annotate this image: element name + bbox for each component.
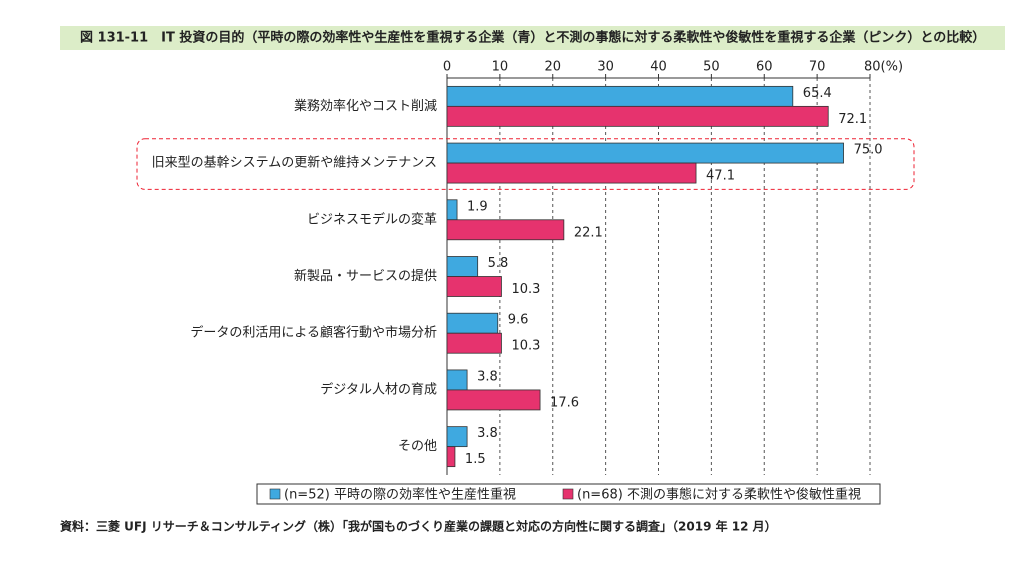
bar xyxy=(446,256,479,277)
value-label: 1.5 xyxy=(465,452,486,467)
x-tick-label: 80(%) xyxy=(864,60,903,75)
x-tick-label: 70 xyxy=(809,60,826,75)
legend-swatch xyxy=(269,488,281,500)
value-label: 10.3 xyxy=(511,282,540,297)
value-label: 5.8 xyxy=(488,256,509,271)
value-label: 17.6 xyxy=(550,395,579,410)
x-tick-label: 40 xyxy=(650,60,667,75)
y-tick-label: ビジネスモデルの変革 xyxy=(307,211,437,227)
bar xyxy=(446,219,565,241)
bar xyxy=(446,276,502,297)
bar xyxy=(446,85,794,107)
bar xyxy=(446,142,844,164)
y-tick-label: デジタル人材の育成 xyxy=(320,381,437,397)
value-label: 10.3 xyxy=(511,339,540,354)
legend-label: (n=52) 平時の際の効率性や生産性重視 xyxy=(284,487,516,503)
bar xyxy=(446,312,499,334)
bar xyxy=(446,332,502,354)
x-tick-label: 10 xyxy=(492,60,509,75)
y-tick-label: 業務効率化やコスト削減 xyxy=(294,98,437,114)
x-tick-label: 50 xyxy=(703,60,720,75)
bar xyxy=(446,199,458,221)
value-label: 9.6 xyxy=(508,313,529,328)
y-tick-label: データの利活用による顧客行動や市場分析 xyxy=(190,325,437,341)
legend-label: (n=68) 不測の事態に対する柔軟性や俊敏性重視 xyxy=(577,487,861,503)
y-tick-label: 新製品・サービスの提供 xyxy=(294,268,437,284)
source: 資料：三菱 UFJ リサーチ＆コンサルティング（株）「我が国ものづくり産業の課題… xyxy=(60,519,777,534)
bar xyxy=(446,426,468,448)
x-tick-label: 20 xyxy=(544,60,561,75)
y-tick-label: その他 xyxy=(398,439,437,454)
bar xyxy=(446,105,829,127)
bar xyxy=(446,446,456,468)
bar xyxy=(446,162,697,184)
bar xyxy=(446,389,541,411)
chart-title: 図 131-11 IT 投資の目的（平時の際の効率性や生産性を重視する企業（青）… xyxy=(80,30,985,46)
title-band xyxy=(60,26,1005,50)
value-label: 3.8 xyxy=(477,369,498,384)
x-tick-label: 60 xyxy=(756,60,773,75)
x-tick-label: 30 xyxy=(597,60,614,75)
value-label: 3.8 xyxy=(477,426,498,441)
value-label: 1.9 xyxy=(467,199,488,214)
x-tick-label: 0 xyxy=(443,60,451,75)
value-label: 72.1 xyxy=(838,112,867,127)
value-label: 65.4 xyxy=(803,86,832,101)
legend-swatch xyxy=(562,488,574,500)
value-label: 22.1 xyxy=(574,225,603,240)
bar xyxy=(446,369,468,391)
highlight-box xyxy=(136,138,915,190)
value-label: 47.1 xyxy=(706,169,735,184)
y-tick-label: 旧来型の基幹システムの更新や維持メンテナンス xyxy=(152,155,437,171)
value-label: 75.0 xyxy=(854,143,883,158)
